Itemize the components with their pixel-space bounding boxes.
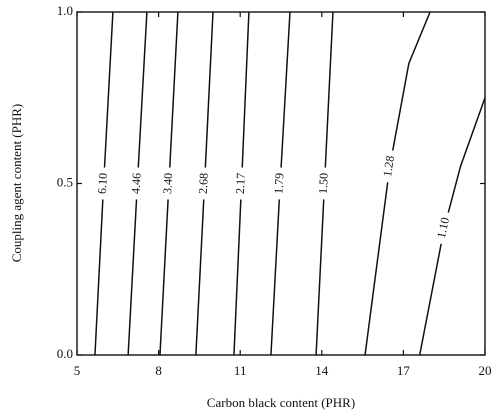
contour-label-group: 1.50 <box>316 167 332 200</box>
contour-label-group: 2.68 <box>196 167 212 200</box>
contour-label: 3.40 <box>160 173 175 195</box>
y-tick-label: 0.0 <box>57 346 73 361</box>
label-background <box>234 167 249 200</box>
contour-label-group: 3.40 <box>160 167 176 200</box>
x-tick-label: 5 <box>74 363 81 378</box>
label-background <box>273 167 288 200</box>
contour-label-group: 1.28 <box>380 149 399 184</box>
x-tick-label: 20 <box>479 363 492 378</box>
label-background <box>381 149 399 184</box>
contour-label-group: 1.79 <box>271 167 288 200</box>
contour-label-group: 2.17 <box>233 167 249 200</box>
label-background <box>434 211 454 245</box>
contour-label: 1.10 <box>434 216 452 239</box>
y-tick-label: 0.5 <box>57 174 73 189</box>
y-axis-label: Coupling agent content (PHR) <box>9 104 24 263</box>
label-background <box>130 167 145 200</box>
x-tick-label: 8 <box>155 363 162 378</box>
contour-label-group: 6.10 <box>95 167 111 200</box>
x-tick-label: 17 <box>397 363 411 378</box>
contour-label-group: 4.46 <box>129 167 145 200</box>
contour-label: 2.17 <box>233 173 248 195</box>
label-background <box>96 167 111 200</box>
contour-label: 1.28 <box>380 155 397 178</box>
label-background <box>162 167 176 200</box>
x-axis-label: Carbon black content (PHR) <box>207 395 355 410</box>
contour-line <box>364 11 431 356</box>
contour-line <box>418 97 486 356</box>
x-tick-label: 14 <box>315 363 329 378</box>
contour-label: 2.68 <box>196 173 211 195</box>
y-tick-label: 1.0 <box>57 3 73 18</box>
label-background <box>317 167 332 200</box>
x-tick-label: 11 <box>234 363 247 378</box>
label-background <box>197 167 212 200</box>
contour-label: 1.50 <box>316 173 331 195</box>
contour-label-group: 1.10 <box>434 211 454 245</box>
contour-label: 4.46 <box>129 173 144 195</box>
contour-label: 1.79 <box>271 173 286 195</box>
contour-label: 6.10 <box>95 173 110 195</box>
